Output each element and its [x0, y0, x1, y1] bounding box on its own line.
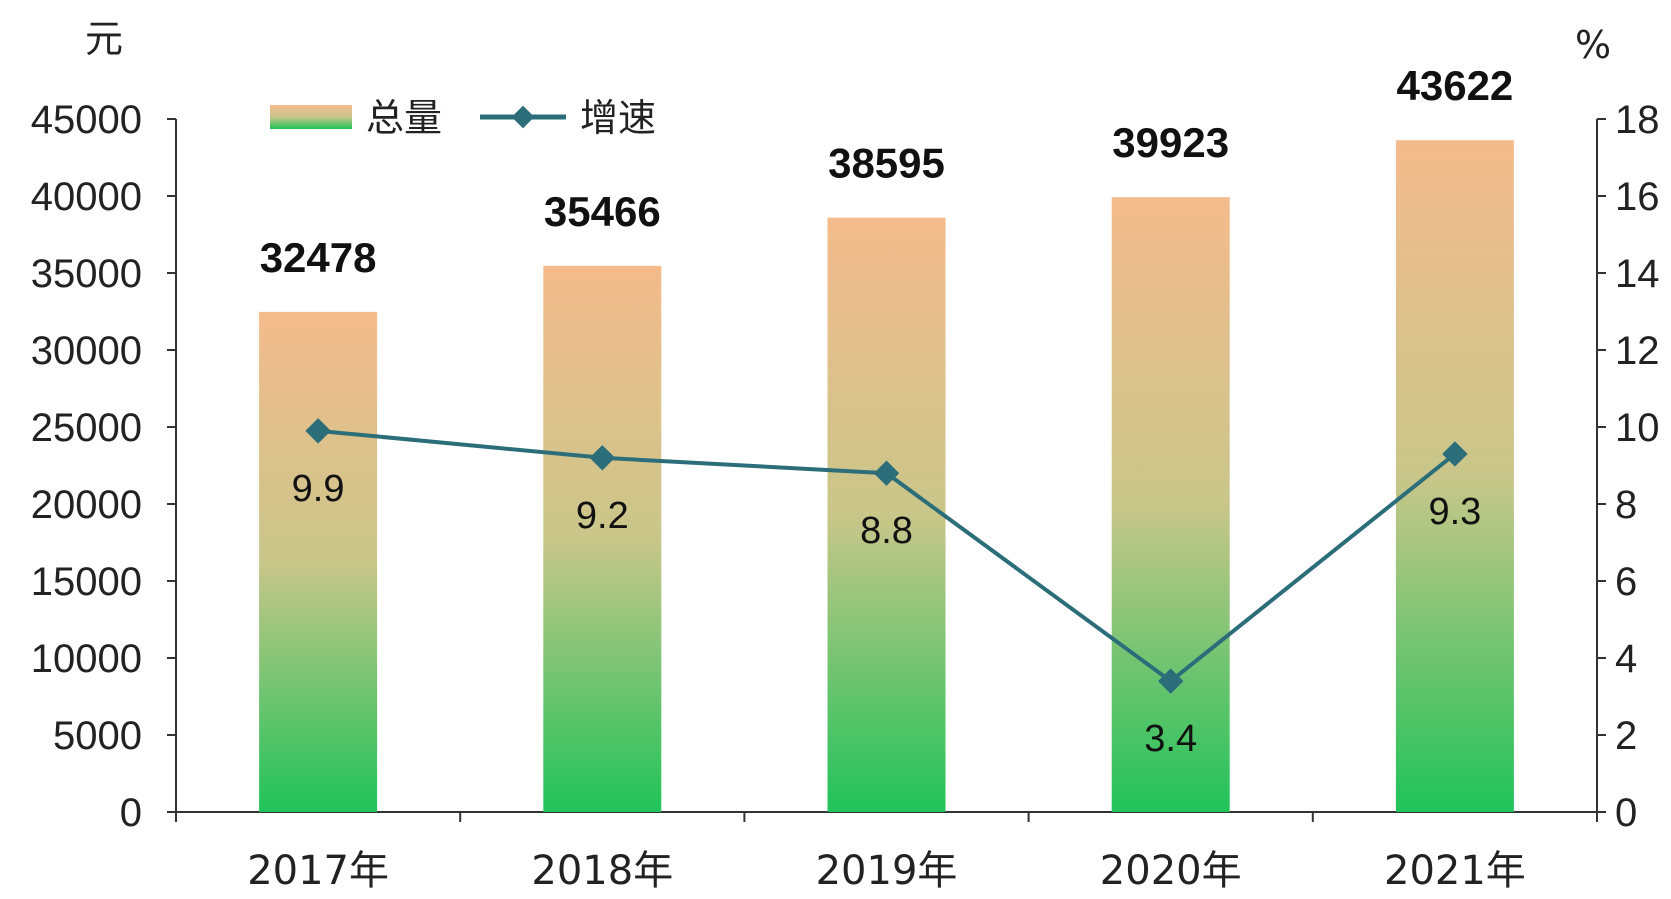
bar [1395, 140, 1514, 813]
right-axis-tick-label: 0 [1615, 791, 1637, 835]
bar [259, 311, 378, 812]
right-axis-tick-label: 8 [1615, 483, 1637, 527]
category-label: 2018年 [531, 848, 673, 894]
bar-labels: 32478 35466 38595 39923 43622 [260, 62, 1514, 281]
bar-value-label: 35466 [544, 188, 661, 235]
right-axis-tick-label: 14 [1615, 252, 1660, 296]
legend-swatch-bars [270, 105, 352, 129]
right-axis-tick-label: 16 [1615, 175, 1660, 219]
bar [1111, 197, 1230, 813]
left-axis-tick-label: 35000 [31, 252, 142, 296]
right-axis-tick-label: 18 [1615, 98, 1660, 142]
left-axis-tick-label: 10000 [31, 637, 142, 681]
left-axis-tick-label: 25000 [31, 406, 142, 450]
bars [259, 140, 1514, 813]
right-axis-tick-label: 10 [1615, 406, 1660, 450]
bar-value-label: 32478 [260, 234, 377, 281]
category-label: 2017年 [247, 848, 389, 894]
right-axis-tick-label: 6 [1615, 560, 1637, 604]
bar-value-label: 43622 [1397, 62, 1514, 109]
line-series: 9.9 9.2 8.8 3.4 9.3 [292, 418, 1481, 760]
line-point [305, 418, 331, 444]
right-axis-ticks: 0 2 4 6 8 10 12 14 16 18 [1597, 98, 1660, 835]
bar [827, 217, 946, 813]
legend-label-line: 增速 [580, 96, 656, 140]
left-axis-ticks: 0 5000 10000 15000 20000 25000 30000 35000 40000… [31, 98, 176, 835]
left-axis-tick-label: 20000 [31, 483, 142, 527]
left-axis-tick-label: 30000 [31, 329, 142, 373]
left-axis-tick-label: 40000 [31, 175, 142, 219]
bar [543, 265, 662, 812]
right-axis-unit: % [1575, 23, 1611, 67]
line-value-label: 9.3 [1428, 491, 1481, 533]
left-axis-tick-label: 0 [120, 791, 142, 835]
right-axis-tick-label: 12 [1615, 329, 1660, 373]
legend-label-bars: 总量 [366, 96, 442, 140]
left-axis-tick-label: 45000 [31, 98, 142, 142]
line-value-label: 9.9 [292, 468, 345, 510]
category-label: 2019年 [816, 848, 958, 894]
line-point [589, 445, 616, 471]
left-axis-tick-label: 15000 [31, 560, 142, 604]
right-axis-tick-label: 2 [1615, 714, 1637, 758]
line-value-label: 9.2 [576, 495, 629, 537]
bar-value-label: 39923 [1112, 119, 1229, 166]
category-label: 2021年 [1384, 848, 1526, 894]
right-axis-tick-label: 4 [1615, 637, 1637, 681]
line-point [873, 460, 900, 486]
category-labels: 2017年 2018年 2019年 2020年 2021年 [247, 848, 1526, 894]
left-axis-tick-label: 5000 [53, 714, 142, 758]
legend: 总量 增速 [270, 96, 656, 140]
bar-value-label: 38595 [828, 140, 945, 187]
line-value-label: 8.8 [860, 510, 913, 552]
category-label: 2020年 [1100, 848, 1242, 894]
legend-swatch-marker [511, 105, 535, 129]
line-value-label: 3.4 [1144, 718, 1197, 760]
left-axis-unit: 元 [85, 17, 123, 61]
